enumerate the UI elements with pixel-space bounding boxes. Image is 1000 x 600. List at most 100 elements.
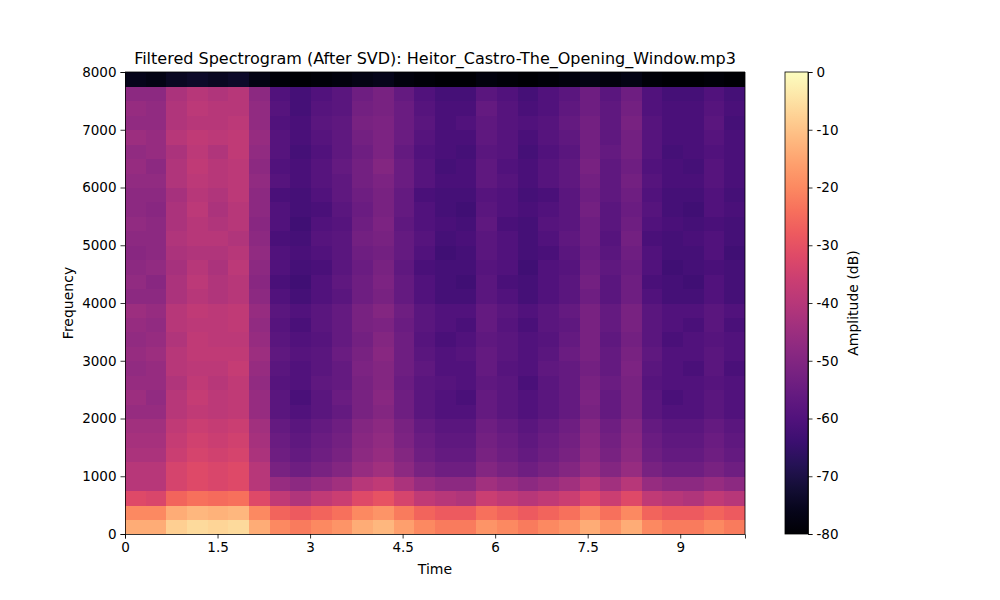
- cell: [642, 216, 663, 231]
- cell: [332, 231, 353, 246]
- cell: [559, 101, 580, 116]
- cell: [621, 317, 642, 332]
- tick-mark: [808, 72, 813, 73]
- cell: [249, 289, 270, 304]
- cell: [394, 520, 415, 534]
- cell: [146, 101, 167, 116]
- cell: [290, 505, 311, 520]
- cell: [435, 274, 456, 289]
- cell: [621, 404, 642, 419]
- cell: [497, 476, 518, 491]
- axis-line: [126, 535, 746, 539]
- cell: [352, 86, 373, 101]
- cell: [290, 419, 311, 434]
- cell: [497, 361, 518, 376]
- cell: [683, 332, 704, 347]
- cell: [228, 361, 249, 376]
- cell: [187, 173, 208, 188]
- cell: [249, 216, 270, 231]
- cell: [270, 346, 291, 361]
- cell: [208, 491, 229, 506]
- cell: [125, 86, 146, 101]
- cell: [724, 419, 745, 434]
- cell: [311, 245, 332, 260]
- cell: [146, 188, 167, 203]
- cell: [228, 375, 249, 390]
- cell: [187, 159, 208, 174]
- cell: [270, 144, 291, 159]
- tick-label: 5000: [82, 237, 116, 253]
- cell: [166, 390, 187, 405]
- cell: [166, 505, 187, 520]
- cell: [704, 505, 725, 520]
- cell: [518, 101, 539, 116]
- cell: [724, 476, 745, 491]
- cell: [518, 361, 539, 376]
- cell: [662, 115, 683, 130]
- cell: [662, 72, 683, 87]
- cell: [642, 433, 663, 448]
- cell: [600, 505, 621, 520]
- tick: 6000: [82, 179, 125, 195]
- cell: [559, 491, 580, 506]
- cell: [456, 86, 477, 101]
- cell: [166, 375, 187, 390]
- cell: [642, 317, 663, 332]
- cell: [270, 274, 291, 289]
- y-axis: 010002000300040005000600070008000: [82, 64, 125, 542]
- cell: [621, 375, 642, 390]
- cell: [125, 245, 146, 260]
- cell: [394, 303, 415, 318]
- cell: [311, 173, 332, 188]
- cell: [414, 216, 435, 231]
- cell: [249, 346, 270, 361]
- cell: [580, 159, 601, 174]
- cell: [662, 317, 683, 332]
- cell: [125, 520, 146, 534]
- cell: [621, 188, 642, 203]
- cell: [290, 72, 311, 87]
- cell: [456, 289, 477, 304]
- cell: [228, 404, 249, 419]
- cell: [290, 476, 311, 491]
- tick-label: -60: [817, 410, 839, 426]
- cell: [538, 332, 559, 347]
- cell: [125, 303, 146, 318]
- cell: [290, 303, 311, 318]
- cell: [683, 375, 704, 390]
- cell: [662, 433, 683, 448]
- cell: [538, 433, 559, 448]
- cell: [497, 317, 518, 332]
- cell: [435, 361, 456, 376]
- cell: [166, 115, 187, 130]
- cell: [456, 419, 477, 434]
- cell: [724, 231, 745, 246]
- cell: [580, 115, 601, 130]
- cell: [332, 159, 353, 174]
- tick-label: 4000: [82, 295, 116, 311]
- tick: 9: [676, 534, 685, 555]
- cell: [166, 130, 187, 145]
- cell: [435, 101, 456, 116]
- cell: [332, 173, 353, 188]
- cell: [559, 216, 580, 231]
- tick-mark: [121, 188, 126, 189]
- cell: [373, 505, 394, 520]
- cell: [311, 216, 332, 231]
- cell: [704, 72, 725, 87]
- tick: 6: [491, 534, 500, 555]
- cell: [621, 144, 642, 159]
- cell: [518, 231, 539, 246]
- cell: [518, 245, 539, 260]
- cell: [394, 419, 415, 434]
- cell: [373, 346, 394, 361]
- cell: [166, 419, 187, 434]
- cell: [290, 433, 311, 448]
- cell: [538, 375, 559, 390]
- cell: [352, 433, 373, 448]
- cell: [125, 375, 146, 390]
- cell: [621, 476, 642, 491]
- cell: [146, 274, 167, 289]
- cell: [166, 520, 187, 534]
- cell: [311, 188, 332, 203]
